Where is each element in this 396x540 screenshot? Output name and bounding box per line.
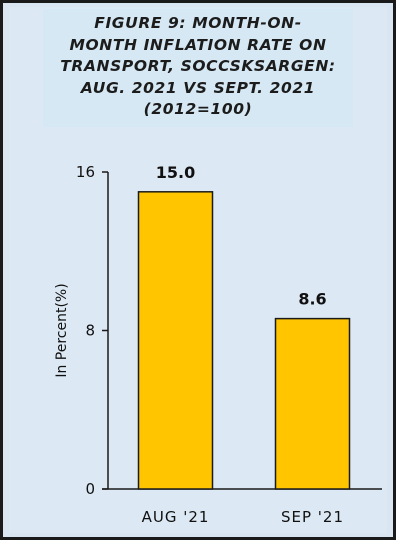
y-tick-label: 0 [85, 480, 95, 498]
data-label: 15.0 [156, 163, 195, 182]
chart-title: FIGURE 9: MONTH-ON- MONTH INFLATION RATE… [60, 14, 336, 118]
x-tick-label: SEP '21 [281, 508, 344, 526]
title-band [43, 9, 353, 127]
bar-2 [274, 317, 351, 490]
x-tick-label: AUG '21 [142, 508, 210, 526]
bar-1 [137, 191, 214, 490]
y-tick-label: 16 [76, 163, 95, 181]
data-label: 8.6 [298, 290, 326, 309]
y-axis-label: In Percent(%) [54, 283, 70, 377]
y-tick-label: 8 [85, 322, 95, 340]
